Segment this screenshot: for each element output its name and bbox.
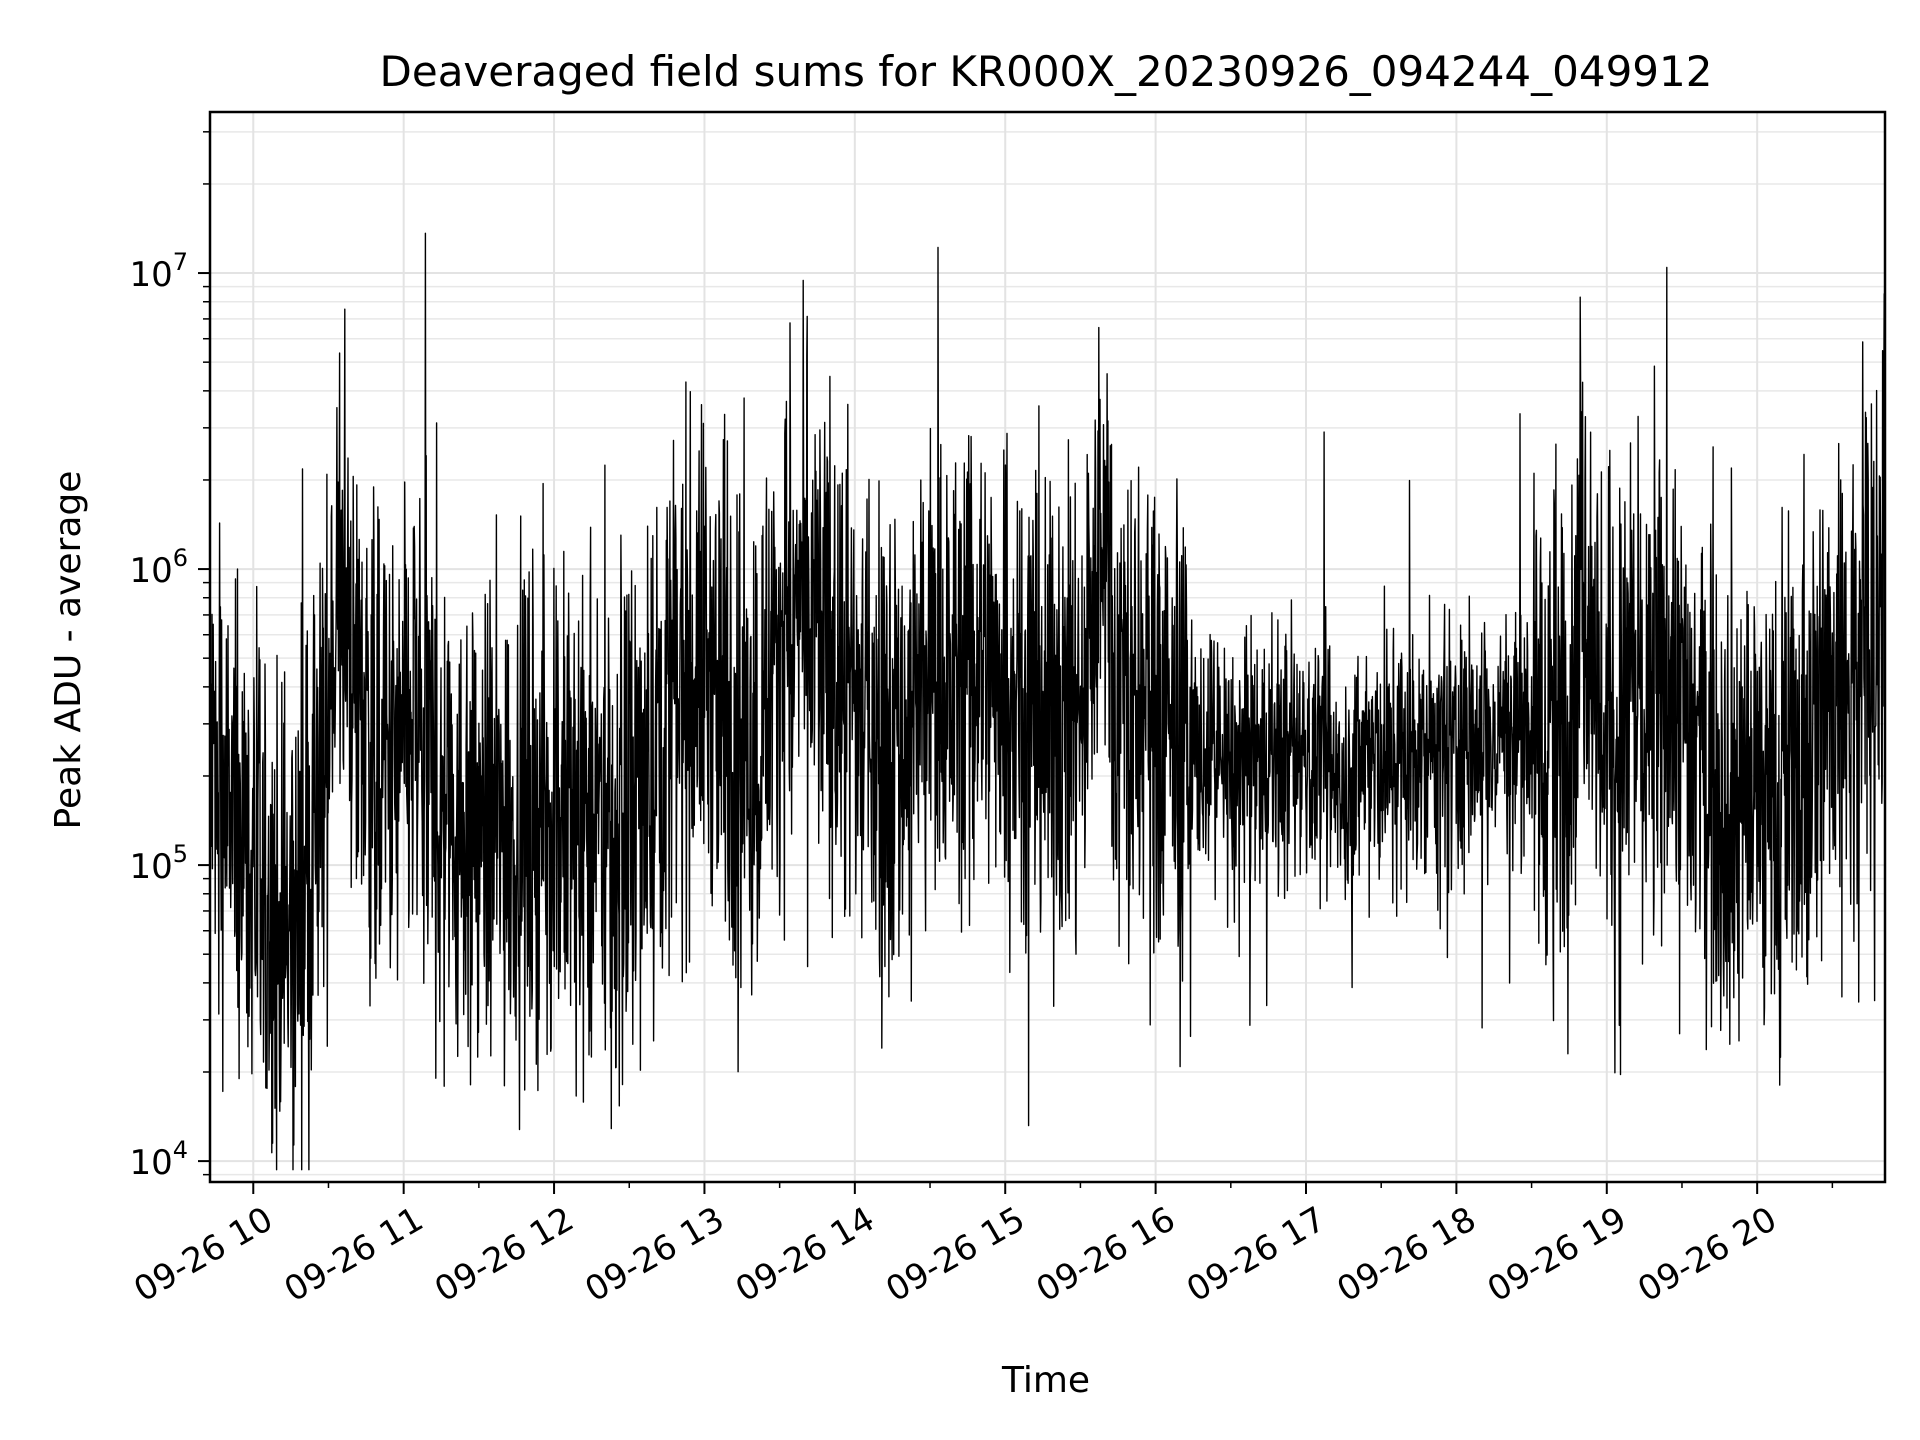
x-tick-label: 09-26 17 xyxy=(1180,1199,1332,1310)
y-tick-label: 107 xyxy=(129,248,188,295)
x-tick-label: 09-26 20 xyxy=(1631,1199,1783,1310)
x-tick-label: 09-26 13 xyxy=(579,1199,731,1310)
y-tick-label: 106 xyxy=(129,544,188,591)
y-tick-label: 104 xyxy=(129,1136,188,1183)
x-tick-label: 09-26 18 xyxy=(1330,1199,1482,1310)
y-tick-label: 105 xyxy=(129,840,188,887)
x-tick-label: 09-26 19 xyxy=(1481,1199,1633,1310)
chart-title: Deaveraged field sums for KR000X_2023092… xyxy=(380,47,1713,96)
x-tick-label: 09-26 15 xyxy=(879,1199,1031,1310)
x-tick-label: 09-26 10 xyxy=(127,1199,279,1310)
y-axis-label: Peak ADU - average xyxy=(48,471,89,830)
series-line xyxy=(209,232,1886,1171)
x-tick-label: 09-26 16 xyxy=(1030,1199,1182,1310)
x-axis-label: Time xyxy=(1001,1360,1090,1401)
x-tick-label: 09-26 14 xyxy=(729,1199,881,1310)
x-tick-label: 09-26 11 xyxy=(278,1199,430,1310)
axes-frame xyxy=(208,110,1887,1184)
x-tick-label: 09-26 12 xyxy=(428,1199,580,1310)
